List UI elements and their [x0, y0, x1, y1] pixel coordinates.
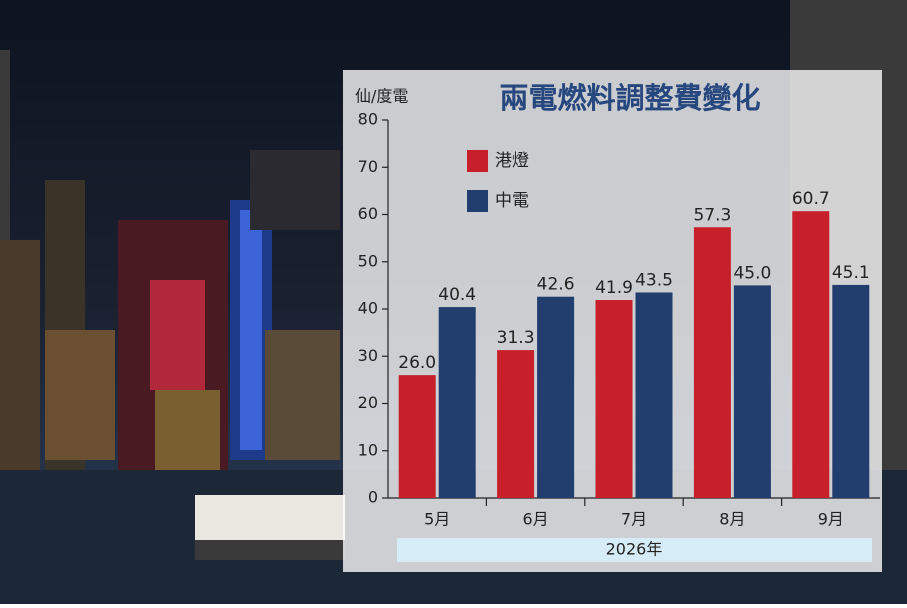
bar [398, 375, 436, 498]
value-label: 26.0 [398, 353, 436, 373]
x-tick-label: 5月 [424, 510, 450, 529]
y-tick-label: 40 [358, 299, 378, 318]
y-tick-label: 80 [358, 110, 378, 129]
value-label: 40.4 [438, 285, 476, 305]
y-tick-label: 10 [358, 440, 378, 459]
x-tick-label: 7月 [621, 510, 647, 529]
x-tick-label: 6月 [523, 510, 549, 529]
value-label: 31.3 [497, 328, 535, 348]
bar [635, 292, 673, 498]
x-axis-label: 2026年 [606, 540, 663, 559]
x-tick-label: 8月 [719, 510, 745, 529]
value-label: 57.3 [693, 205, 731, 225]
x-label-band [397, 538, 872, 562]
bar [832, 284, 870, 498]
value-label: 41.9 [595, 278, 633, 298]
legend-label: 中電 [495, 191, 529, 211]
legend-label: 港燈 [495, 151, 529, 171]
bar [497, 350, 535, 498]
y-tick-label: 0 [368, 488, 378, 507]
bar [537, 296, 575, 498]
value-label: 60.7 [792, 189, 830, 209]
bar [693, 227, 731, 498]
y-axis-label: 仙/度電 [355, 87, 408, 106]
bar [438, 307, 476, 498]
y-tick-label: 30 [358, 346, 378, 365]
x-tick-label: 9月 [818, 510, 844, 529]
y-tick-label: 60 [358, 204, 378, 223]
legend-swatch [467, 190, 488, 212]
value-label: 45.1 [832, 263, 870, 283]
bar [595, 300, 633, 498]
bar [733, 285, 771, 498]
y-tick-label: 70 [358, 157, 378, 176]
y-tick-label: 20 [358, 393, 378, 412]
y-tick-label: 50 [358, 251, 378, 270]
value-label: 43.5 [635, 270, 673, 290]
bar [792, 211, 830, 498]
value-label: 42.6 [537, 275, 575, 295]
chart-title: 兩電燃料調整費變化 [499, 81, 760, 115]
value-label: 45.0 [733, 263, 771, 283]
legend-swatch [467, 150, 488, 172]
